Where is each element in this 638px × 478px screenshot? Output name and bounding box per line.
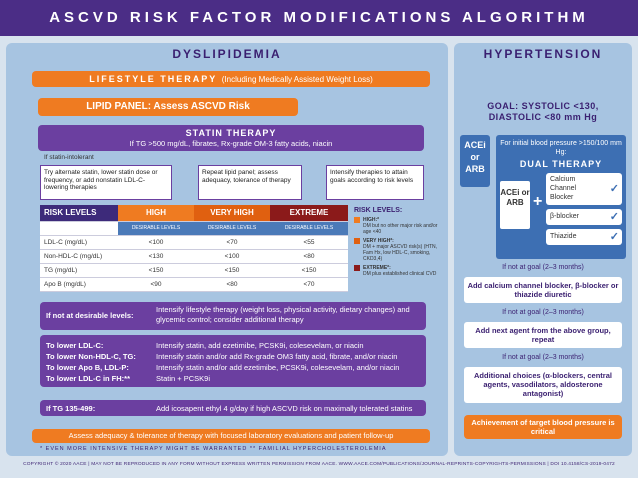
level-high: HIGH <box>118 205 194 222</box>
not-desirable-label: If not at desirable levels: <box>46 311 134 320</box>
not-desirable-bar: If not at desirable levels: Intensify li… <box>40 302 426 330</box>
lifestyle-label: LIFESTYLE THERAPY <box>89 74 218 84</box>
legend-extreme: EXTREME*: DM plus established clinical CV… <box>354 265 438 277</box>
ccb-box: Calcium Channel Blocker ✓ <box>546 173 622 205</box>
risk-table: RISK LEVELS HIGH VERY HIGH EXTREME DESIR… <box>40 205 348 292</box>
risk-legend: RISK LEVELS: HIGH:* DM but no other major… <box>354 207 438 277</box>
dyslipidemia-title: DYSLIPIDEMIA <box>172 47 282 61</box>
alternate-statin-box: Try alternate statin, lower statin dose … <box>40 165 172 200</box>
copyright: COPYRIGHT © 2020 AACE | MAY NOT BE REPRO… <box>23 462 615 467</box>
lower-apob-label: To lower Apo B, LDL-P: <box>46 363 129 372</box>
bblocker-label: β-blocker <box>550 213 579 220</box>
not-goal-2: If not at goal (2–3 months) <box>502 309 584 316</box>
not-desirable-text: Intensify lifestyle therapy (weight loss… <box>156 305 410 324</box>
ccb-label: Calcium Channel Blocker <box>550 176 577 201</box>
repeat-lipid-box: Repeat lipid panel; assess adequacy, tol… <box>198 165 302 200</box>
tg-bar: If TG 135-499: Add icosapent ethyl 4 g/d… <box>40 400 426 416</box>
tg-text: Add icosapent ethyl 4 g/day if high ASCV… <box>156 404 413 413</box>
lower-ldl-text: Intensify statin, add ezetimibe, PCSK9i,… <box>156 341 364 350</box>
thiazide-check-icon: ✓ <box>609 231 619 243</box>
bblocker-box: β-blocker ✓ <box>546 209 622 225</box>
not-goal-1: If not at goal (2–3 months) <box>502 264 584 271</box>
statin-therapy-bar: STATIN THERAPY If TG >500 mg/dL, fibrate… <box>38 125 424 151</box>
legend-high: HIGH:* DM but no other major risk and/or … <box>354 217 438 235</box>
lower-nonhdl-label: To lower Non-HDL-C, TG: <box>46 352 136 361</box>
hypertension-panel: HYPERTENSION GOAL: SYSTOLIC <130, DIASTO… <box>454 43 632 456</box>
lifestyle-therapy-bar: LIFESTYLE THERAPY (Including Medically A… <box>32 71 430 87</box>
statin-sub: If TG >500 mg/dL, fibrates, Rx-grade OM-… <box>129 139 333 148</box>
table-row: TG (mg/dL) <150 <150 <150 <box>40 263 348 278</box>
lipid-panel-bar: LIPID PANEL: Assess ASCVD Risk <box>38 98 298 116</box>
legend-very-high: VERY HIGH*: DM + major ASCVD risk(s) (HTN… <box>354 238 438 262</box>
plus-sign: + <box>533 193 543 210</box>
legend-title: RISK LEVELS: <box>354 207 403 214</box>
level-very-high: VERY HIGH <box>194 205 270 222</box>
hypertension-title: HYPERTENSION <box>483 47 603 61</box>
lower-fh-label: To lower LDL-C in FH:** <box>46 374 131 383</box>
table-row: LDL-C (mg/dL) <100 <70 <55 <box>40 235 348 250</box>
dual-therapy-label: DUAL THERAPY <box>519 159 603 169</box>
desirable-very-high: DESIRABLE LEVELS <box>194 221 270 236</box>
thiazide-label: Thiazide <box>550 233 577 240</box>
dual-acei-box: ACEi or ARB <box>500 181 530 229</box>
risk-levels-header: RISK LEVELS <box>40 205 118 222</box>
not-goal-3: If not at goal (2–3 months) <box>502 354 584 361</box>
lifestyle-sub: (Including Medically Assisted Weight Los… <box>221 75 373 84</box>
dyslipidemia-panel: DYSLIPIDEMIA LIFESTYLE THERAPY (Includin… <box>6 43 448 456</box>
desirable-extreme: DESIRABLE LEVELS <box>270 221 348 236</box>
lower-nonhdl-text: Intensify statin and/or add Rx-grade OM3… <box>156 352 398 361</box>
lower-fh-text: Statin + PCSK9i <box>156 374 210 383</box>
level-extreme: EXTREME <box>270 205 348 222</box>
intensify-box: Intensify therapies to attain goals acco… <box>326 165 424 200</box>
acei-arb-box: ACEi or ARB <box>460 135 490 187</box>
achieve-box: Achievement of target blood pressure is … <box>464 415 622 439</box>
lower-ldl-label: To lower LDL-C: <box>46 341 104 350</box>
footnote: * EVEN MORE INTENSIVE THERAPY MIGHT BE W… <box>40 446 387 452</box>
statin-title: STATIN THERAPY <box>185 128 277 138</box>
ccb-check-icon: ✓ <box>609 183 619 195</box>
step2-box: Add next agent from the above group, rep… <box>464 322 622 348</box>
page-title: ASCVD RISK FACTOR MODIFICATIONS ALGORITH… <box>0 0 638 36</box>
step1-box: Add calcium channel blocker, β-blocker o… <box>464 277 622 303</box>
lower-apob-text: Intensify statin and/or add ezetimibe, P… <box>156 363 400 372</box>
table-row: Apo B (mg/dL) <90 <80 <70 <box>40 277 348 292</box>
tg-label: If TG 135-499: <box>46 404 96 413</box>
assess-bar: Assess adequacy & tolerance of therapy w… <box>32 429 430 443</box>
lower-therapy-bar: To lower LDL-C: To lower Non-HDL-C, TG: … <box>40 335 426 387</box>
step3-box: Additional choices (α-blockers, central … <box>464 367 622 403</box>
table-row: Non-HDL-C (mg/dL) <130 <100 <80 <box>40 249 348 264</box>
initial-bp-text: For initial blood pressure >150/100 mm H… <box>500 140 622 156</box>
thiazide-box: Thiazide ✓ <box>546 229 622 245</box>
bblocker-check-icon: ✓ <box>609 211 619 223</box>
bp-goal: GOAL: SYSTOLIC <130, DIASTOLIC <80 mm Hg <box>487 101 599 122</box>
dual-therapy-box: For initial blood pressure >150/100 mm H… <box>496 135 626 259</box>
if-statin-intolerant: If statin-intolerant <box>44 154 94 161</box>
desirable-high: DESIRABLE LEVELS <box>118 221 194 236</box>
